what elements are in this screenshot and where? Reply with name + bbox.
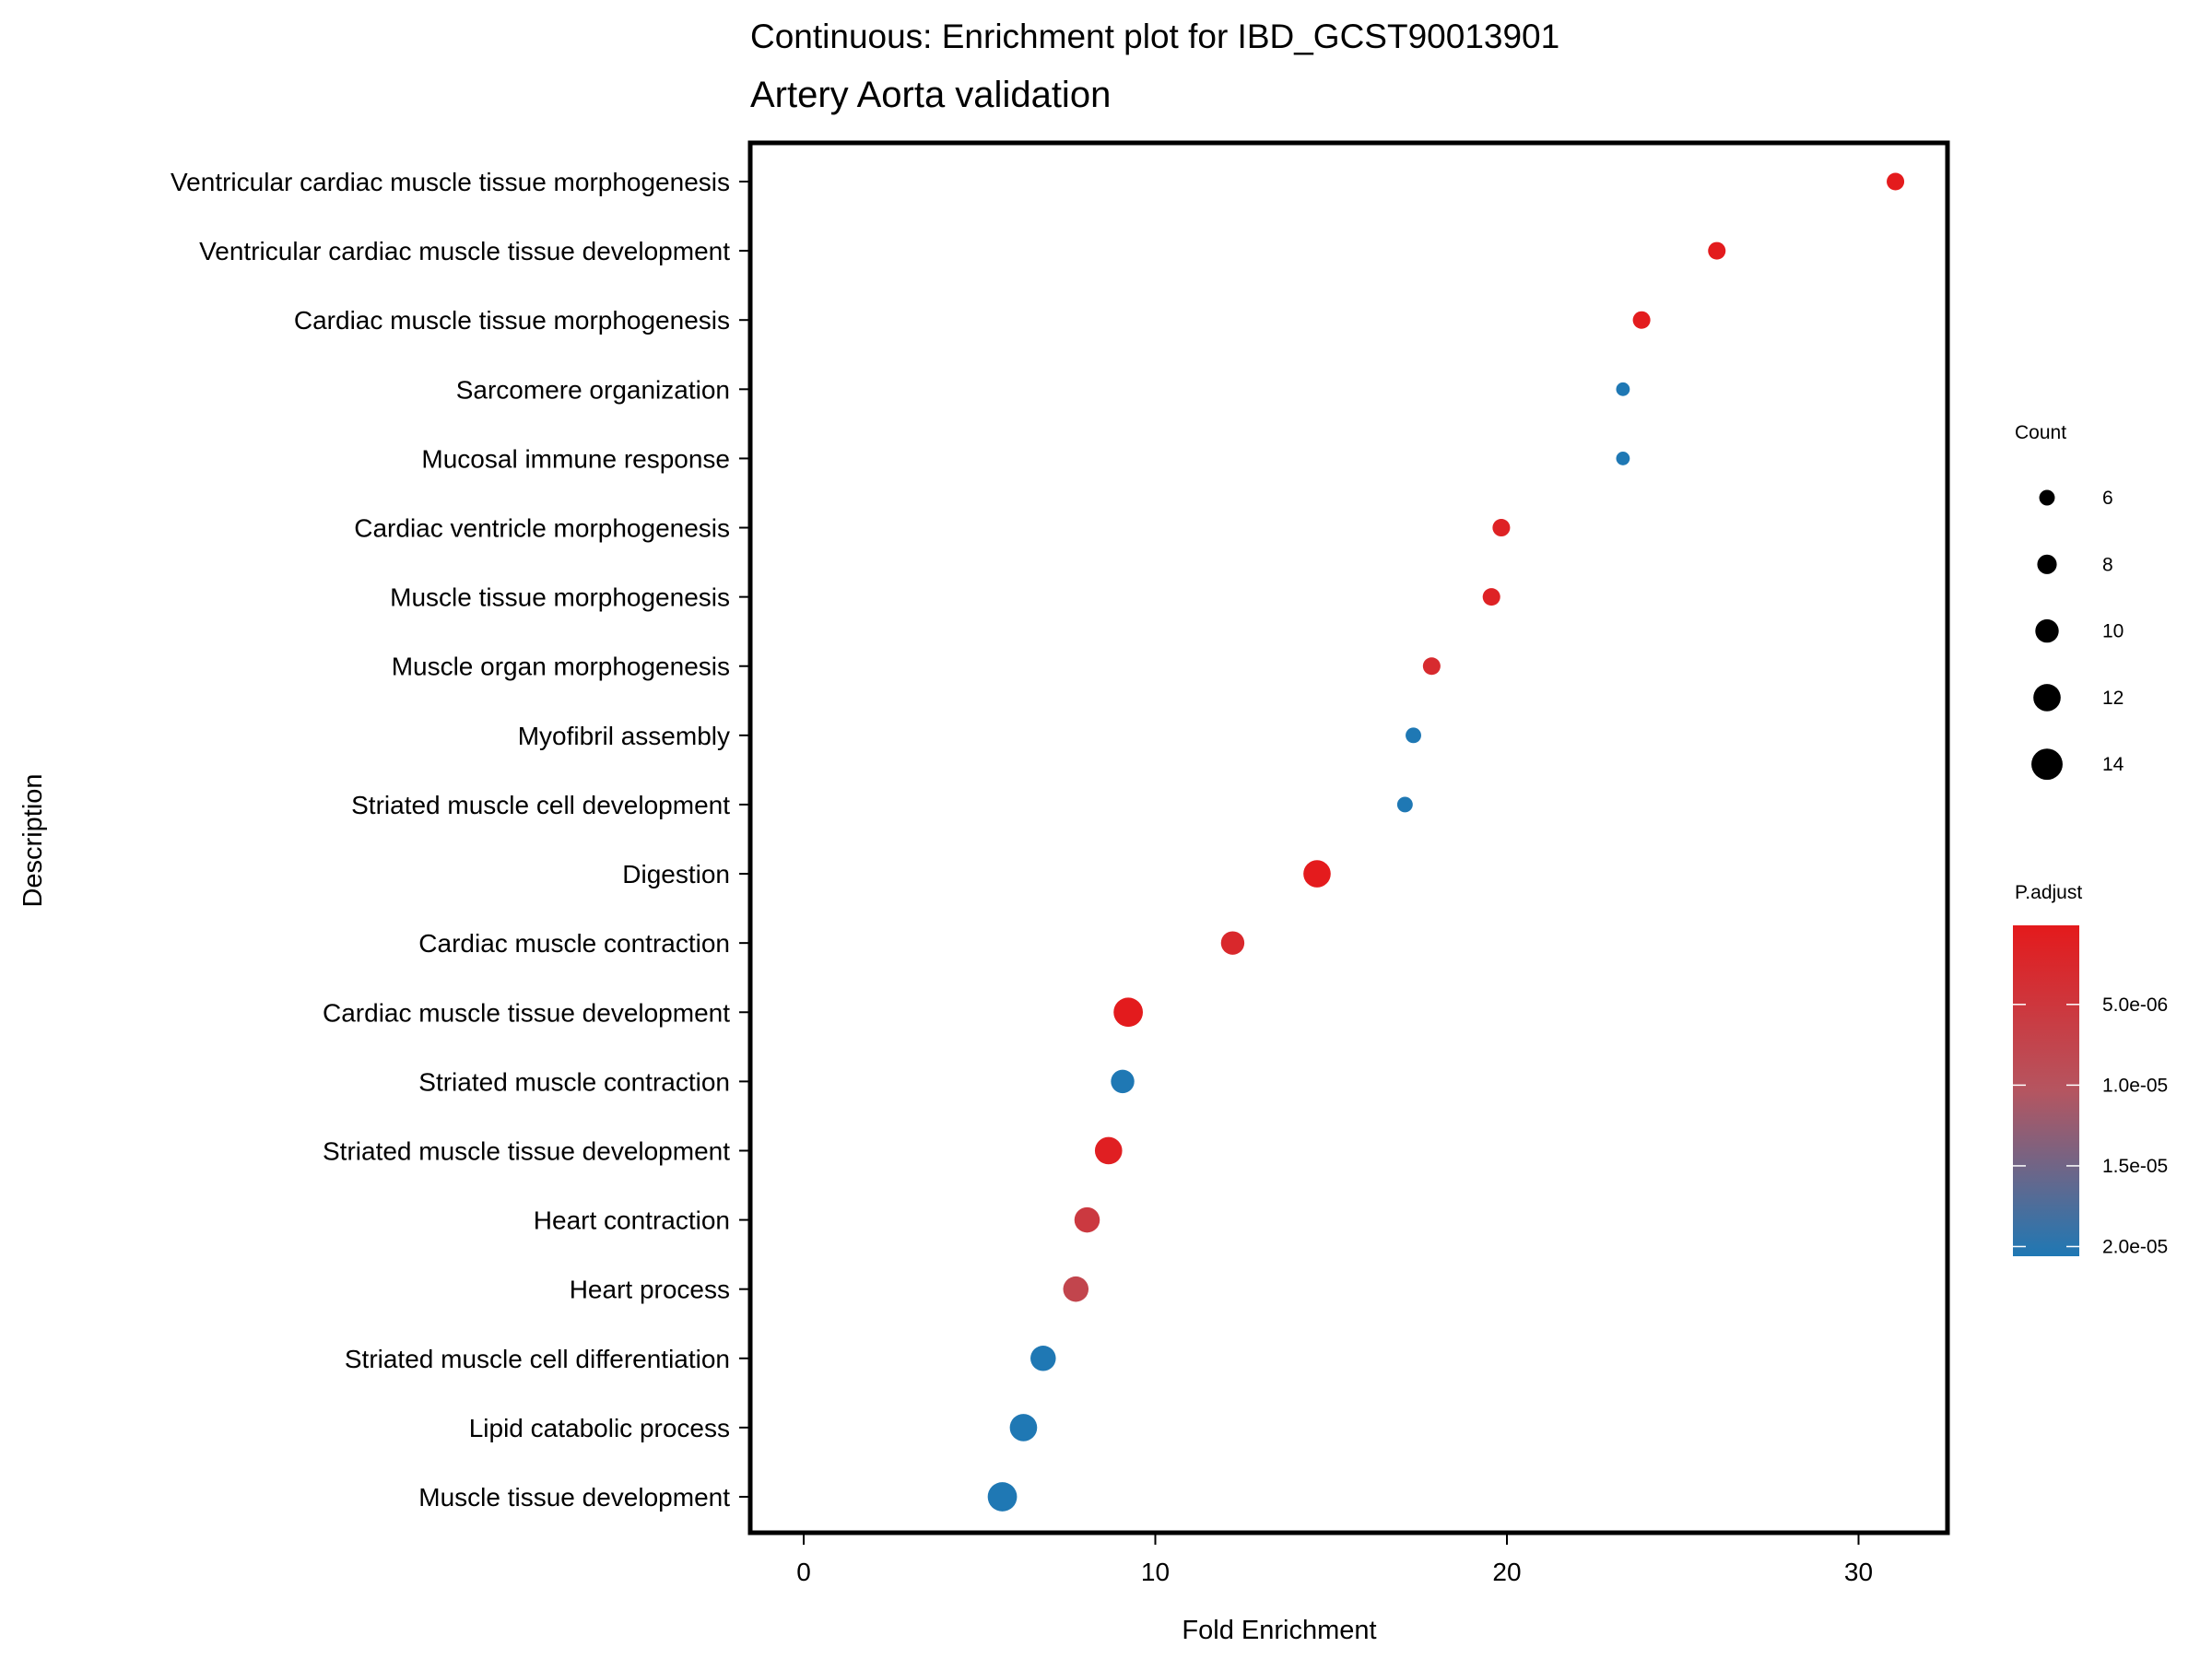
y-tick-label: Muscle organ morphogenesis xyxy=(392,653,730,681)
y-tick-label: Striated muscle cell development xyxy=(351,791,730,819)
data-point xyxy=(1422,657,1441,676)
color-legend-label: 5.0e-06 xyxy=(2102,994,2168,1016)
size-legend: Count 6 8 10 12 14 xyxy=(2015,422,2124,781)
data-point xyxy=(1492,519,1511,537)
y-tick-label: Striated muscle cell differentiation xyxy=(345,1345,730,1373)
y-tick-label: Ventricular cardiac muscle tissue morpho… xyxy=(171,168,730,196)
y-tick-label: Cardiac ventricle morphogenesis xyxy=(354,514,730,543)
y-tick-label: Ventricular cardiac muscle tissue develo… xyxy=(199,237,730,265)
data-point xyxy=(1063,1276,1089,1302)
data-point xyxy=(1094,1136,1123,1165)
y-tick-label: Striated muscle contraction xyxy=(418,1067,730,1096)
y-tick-label: Heart contraction xyxy=(534,1206,730,1235)
y-tick-label: Muscle tissue development xyxy=(418,1483,730,1512)
y-tick-label: Cardiac muscle contraction xyxy=(418,929,730,958)
y-tick-label: Mucosal immune response xyxy=(421,444,730,473)
data-point xyxy=(1220,931,1245,955)
size-legend-label: 8 xyxy=(2102,554,2113,575)
size-legend-dot xyxy=(2033,684,2061,712)
y-tick-label: Myofibril assembly xyxy=(518,722,730,750)
y-axis-label: Description xyxy=(18,773,48,907)
data-point xyxy=(1396,796,1413,813)
plot-panel xyxy=(747,140,1950,1535)
data-point xyxy=(1708,241,1726,260)
y-tick-label: Muscle tissue morphogenesis xyxy=(390,583,730,612)
y-tick-label: Striated muscle tissue development xyxy=(323,1136,730,1165)
x-axis-label: Fold Enrichment xyxy=(1182,1616,1376,1645)
color-bar xyxy=(2013,925,2079,1256)
y-tick-label: Digestion xyxy=(622,860,730,888)
x-tick-label: 0 xyxy=(796,1558,811,1586)
color-legend-title: P.adjust xyxy=(2015,882,2082,903)
data-point xyxy=(1406,727,1421,744)
data-point xyxy=(1616,382,1630,396)
data-point xyxy=(1009,1414,1038,1441)
color-legend-label: 1.0e-05 xyxy=(2102,1075,2168,1096)
y-tick-label: Cardiac muscle tissue morphogenesis xyxy=(294,306,730,335)
size-legend-dot xyxy=(2039,489,2055,506)
size-legend-label: 14 xyxy=(2102,754,2124,775)
chart-title: Continuous: Enrichment plot for IBD_GCST… xyxy=(750,18,1559,55)
data-point xyxy=(987,1482,1018,1512)
size-legend-label: 6 xyxy=(2102,488,2113,509)
y-tick-label: Lipid catabolic process xyxy=(469,1414,730,1442)
data-point xyxy=(1887,172,1905,191)
data-point xyxy=(1030,1346,1056,1371)
color-legend-label: 1.5e-05 xyxy=(2102,1156,2168,1177)
data-point xyxy=(1074,1206,1100,1233)
size-legend-dot xyxy=(2031,748,2063,781)
size-legend-dot xyxy=(2035,618,2059,643)
y-tick-label: Heart process xyxy=(570,1276,730,1304)
x-tick-label: 30 xyxy=(1844,1558,1873,1586)
data-point xyxy=(1111,1069,1135,1094)
chart-subtitle: Artery Aorta validation xyxy=(750,75,1111,115)
x-tick-label: 20 xyxy=(1492,1558,1521,1586)
data-point xyxy=(1482,588,1500,606)
y-tick-label: Sarcomere organization xyxy=(456,375,730,404)
data-point xyxy=(1632,311,1651,329)
color-legend-label: 2.0e-05 xyxy=(2102,1236,2168,1257)
y-tick-label: Cardiac muscle tissue development xyxy=(323,998,730,1027)
data-point xyxy=(1113,997,1144,1028)
color-legend: P.adjust 5.0e-06 1.0e-05 1.5e-05 2.0e-05 xyxy=(2013,882,2168,1257)
size-legend-label: 12 xyxy=(2102,688,2124,709)
x-tick-label: 10 xyxy=(1141,1558,1170,1586)
size-legend-title: Count xyxy=(2015,422,2066,443)
data-point xyxy=(1616,452,1630,465)
size-legend-dot xyxy=(2037,554,2057,574)
data-point xyxy=(1303,860,1331,888)
size-legend-label: 10 xyxy=(2102,621,2124,642)
